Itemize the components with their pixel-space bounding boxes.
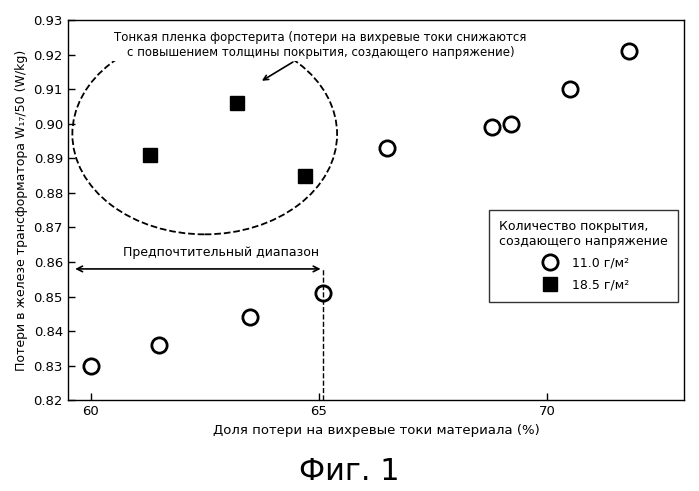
Text: Фиг. 1: Фиг. 1 xyxy=(299,457,400,486)
Text: Предпочтительный диапазон: Предпочтительный диапазон xyxy=(122,246,319,259)
Text: Тонкая пленка форстерита (потери на вихревые токи снижаются
с повышением толщины: Тонкая пленка форстерита (потери на вихр… xyxy=(114,31,526,80)
Y-axis label: Потери в железе трансформатора W₁₇/50 (W/kg): Потери в железе трансформатора W₁₇/50 (W… xyxy=(15,50,28,371)
Legend: 11.0 г/м², 18.5 г/м²: 11.0 г/м², 18.5 г/м² xyxy=(489,210,678,301)
X-axis label: Доля потери на вихревые токи материала (%): Доля потери на вихревые токи материала (… xyxy=(212,424,539,436)
